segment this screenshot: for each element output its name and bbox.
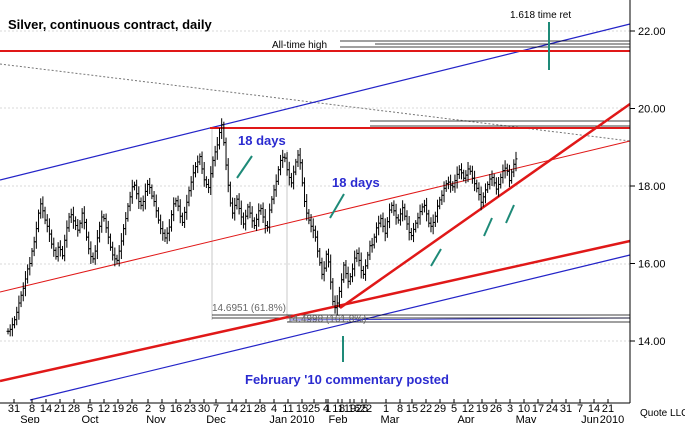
x-day-label: 7 (577, 403, 583, 415)
x-day-label: 30 (198, 403, 210, 415)
x-day-label: 25 (356, 403, 368, 415)
days-left-slash (236, 155, 253, 179)
red-lower-trend-line (0, 239, 631, 383)
days-right-label: 18 days (332, 175, 380, 190)
x-day-label: 31 (8, 403, 20, 415)
price-bars (6, 118, 518, 337)
x-month-label: Jun (581, 414, 599, 423)
x-day-label: 26 (490, 403, 502, 415)
x-day-label: 1 (383, 403, 389, 415)
x-day-label: 1 (325, 403, 331, 415)
teal-slash-3 (505, 204, 515, 224)
blue-channel-lower (29, 254, 631, 401)
x-day-label: 29 (434, 403, 446, 415)
x-day-label: 19 (296, 403, 308, 415)
x-day-label: 10 (518, 403, 530, 415)
chart-title: Silver, continuous contract, daily (8, 17, 212, 32)
x-day-label: 12 (98, 403, 110, 415)
y-tick-label: 14.00 (638, 336, 666, 348)
x-day-label: 22 (420, 403, 432, 415)
x-day-label: 4 (323, 403, 329, 415)
x-axis-ticks: 31 8 14 21 28 5 12 19 26 2 9 16 23 30 7 14 21 28 4 11 19 25 4 1… (8, 399, 624, 423)
plot-area (0, 0, 630, 403)
x-day-label: 9 (159, 403, 165, 415)
x-day-label: 8 (29, 403, 35, 415)
x-month-label: Mar (381, 414, 400, 423)
commentary-label: February '10 commentary posted (245, 372, 449, 387)
x-day-label: 19 (112, 403, 124, 415)
x-day-label: 11 (282, 403, 293, 415)
x-month-label: Dec (206, 414, 226, 423)
days-left-label: 18 days (238, 133, 286, 148)
x-day-label: 7 (213, 403, 219, 415)
x-day-label: 22 (360, 403, 372, 415)
x-month-label: Jan 2010 (269, 414, 314, 423)
teal-slash-1 (430, 248, 442, 267)
x-day-label: 21 (602, 403, 614, 415)
teal-slash-2 (483, 217, 493, 237)
x-day-label: 14 (226, 403, 238, 415)
fib-1618-label: 14.4998 (161.8%) (287, 314, 367, 325)
x-day-label: 15 (406, 403, 418, 415)
x-day-label: 8 (339, 403, 345, 415)
time-ret-label: 1.618 time ret (510, 10, 571, 21)
x-day-label: 24 (546, 403, 558, 415)
x-day-label: 16 (348, 403, 360, 415)
x-day-label: 16 (170, 403, 182, 415)
x-month-label: May (516, 414, 537, 423)
x-day-label: 5 (451, 403, 457, 415)
chart-credit: Quote LLC (640, 408, 685, 419)
x-day-label: 11 (332, 403, 343, 415)
x-day-label: 28 (68, 403, 80, 415)
x-day-label: 31 (560, 403, 572, 415)
x-day-label: 25 (308, 403, 320, 415)
y-tick-label: 16.00 (638, 259, 666, 271)
y-tick-label: 18.00 (638, 181, 666, 193)
x-day-label: 28 (254, 403, 266, 415)
x-month-label: Feb (329, 414, 348, 423)
x-month-label: Apr (457, 414, 474, 423)
x-day-label: 5 (87, 403, 93, 415)
x-month-label: Sep (20, 414, 40, 423)
red-channel-mid-line (0, 140, 631, 293)
all-time-high-label: All-time high (272, 40, 327, 51)
x-day-label: 3 (507, 403, 513, 415)
x-day-label: 21 (54, 403, 66, 415)
x-day-label: 26 (126, 403, 138, 415)
price-bar (514, 151, 518, 172)
x-day-label: 23 (184, 403, 196, 415)
x-month-label: Oct (81, 414, 98, 423)
x-day-label: 17 (532, 403, 544, 415)
red-rising-trend-line (339, 102, 631, 310)
y-axis-ticks: 14.00 16.00 18.00 20.00 22.00 (630, 26, 666, 348)
y-tick-label: 20.00 (638, 104, 666, 116)
x-day-label: 21 (240, 403, 252, 415)
fib-618-label: 14.6951 (61.8%) (212, 303, 286, 314)
x-month-label: Nov (146, 414, 166, 423)
x-day-label: 14 (588, 403, 600, 415)
y-tick-label: 22.00 (638, 26, 666, 38)
x-day-label: 12 (462, 403, 474, 415)
x-day-label: 2 (145, 403, 151, 415)
x-day-label: 8 (397, 403, 403, 415)
x-day-label: 4 (271, 403, 277, 415)
x-day-label: 14 (40, 403, 52, 415)
x-month-label: 2010 (600, 414, 624, 423)
days-right-slash (329, 193, 345, 219)
x-day-label: 19 (476, 403, 488, 415)
x-day-label: 19 (344, 403, 356, 415)
